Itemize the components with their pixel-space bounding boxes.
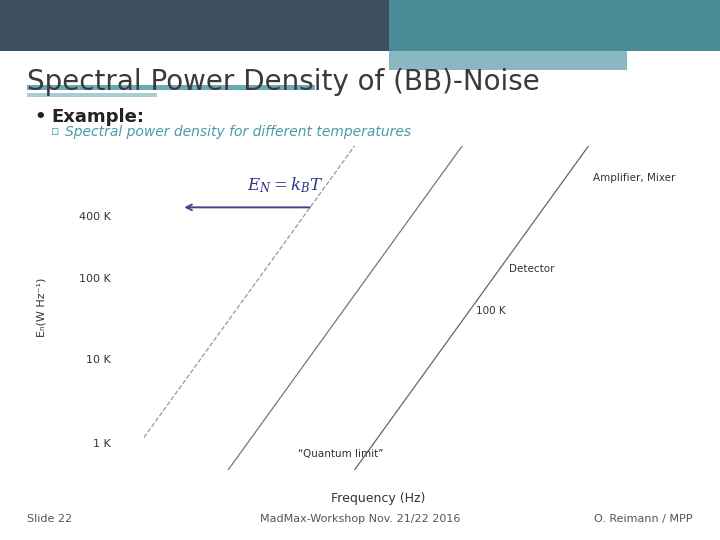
Text: 100 K: 100 K [477,306,506,316]
Bar [389,51,627,70]
Text: 1 K: 1 K [94,439,111,449]
Text: “Quantum limit”: “Quantum limit” [299,449,384,458]
Text: Example:: Example: [52,108,145,126]
Text: •: • [35,108,46,126]
Text: Spectral power density for different temperatures: Spectral power density for different tem… [65,125,411,139]
Text: Slide 22: Slide 22 [27,514,73,524]
Text: O. Reimann / MPP: O. Reimann / MPP [594,514,693,524]
Text: Eₙ(W Hz⁻¹): Eₙ(W Hz⁻¹) [36,278,46,338]
Text: Detector: Detector [509,264,554,274]
Text: Amplifier, Mixer: Amplifier, Mixer [593,173,675,183]
Bar [389,0,720,51]
Text: 100 K: 100 K [79,274,111,284]
Text: Frequency (Hz): Frequency (Hz) [330,492,426,505]
Text: 10 K: 10 K [86,355,111,365]
Text: 400 K: 400 K [79,212,111,222]
Text: Spectral Power Density of (BB)-Noise: Spectral Power Density of (BB)-Noise [27,68,540,96]
Text: ▫: ▫ [50,125,59,138]
Text: $E_N = k_B T$: $E_N = k_B T$ [247,175,323,194]
Text: MadMax-Workshop Nov. 21/22 2016: MadMax-Workshop Nov. 21/22 2016 [260,514,460,524]
